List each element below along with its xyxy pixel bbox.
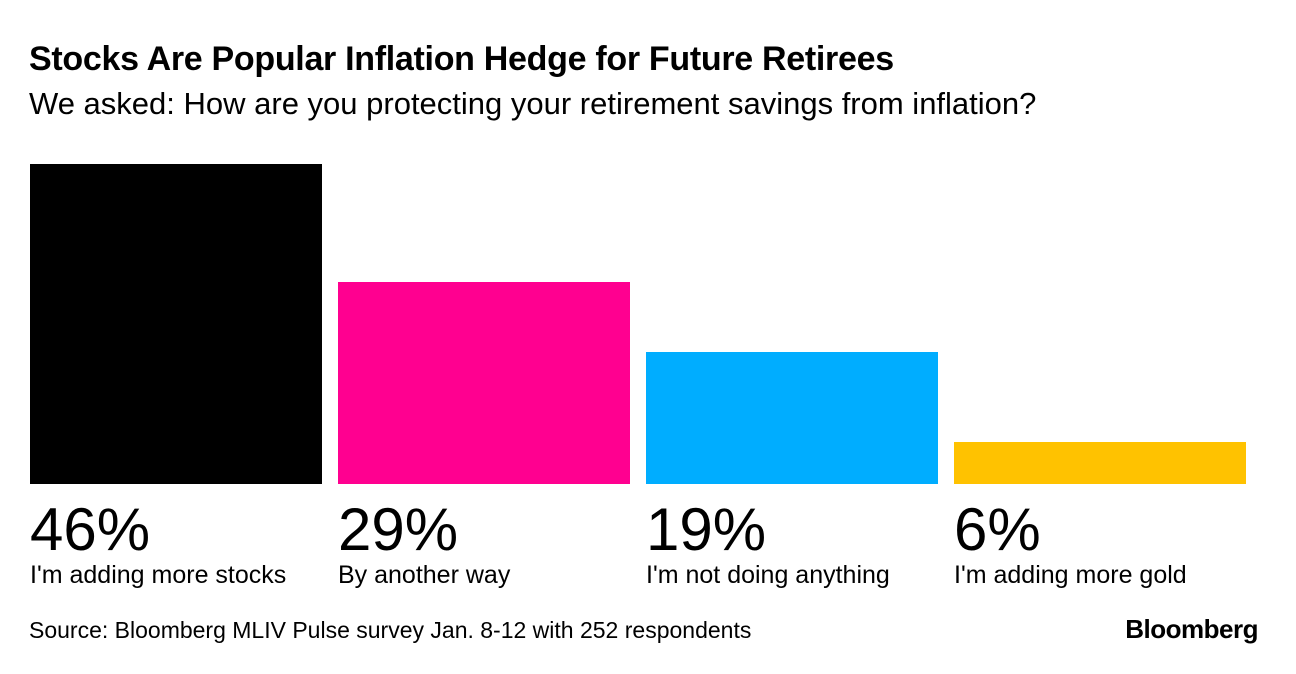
category-label-by-another-way: By another way	[338, 561, 511, 589]
category-label-i-m-adding-more-gold: I'm adding more gold	[954, 561, 1187, 589]
chart-title: Stocks Are Popular Inflation Hedge for F…	[29, 40, 894, 78]
value-label-i-m-adding-more-stocks: 46%	[30, 496, 150, 563]
value-label-by-another-way: 29%	[338, 496, 458, 563]
source-note: Source: Bloomberg MLIV Pulse survey Jan.…	[29, 617, 752, 643]
bar-i-m-not-doing-anything	[646, 352, 938, 484]
chart-subtitle: We asked: How are you protecting your re…	[29, 86, 1037, 121]
bar-i-m-adding-more-stocks	[30, 164, 322, 484]
category-label-i-m-not-doing-anything: I'm not doing anything	[646, 561, 890, 589]
value-label-i-m-not-doing-anything: 19%	[646, 496, 766, 563]
bloomberg-logo: Bloomberg	[1125, 614, 1258, 644]
value-label-i-m-adding-more-gold: 6%	[954, 496, 1041, 563]
bar-i-m-adding-more-gold	[954, 442, 1246, 484]
bar-by-another-way	[338, 282, 630, 484]
category-label-i-m-adding-more-stocks: I'm adding more stocks	[30, 561, 286, 589]
